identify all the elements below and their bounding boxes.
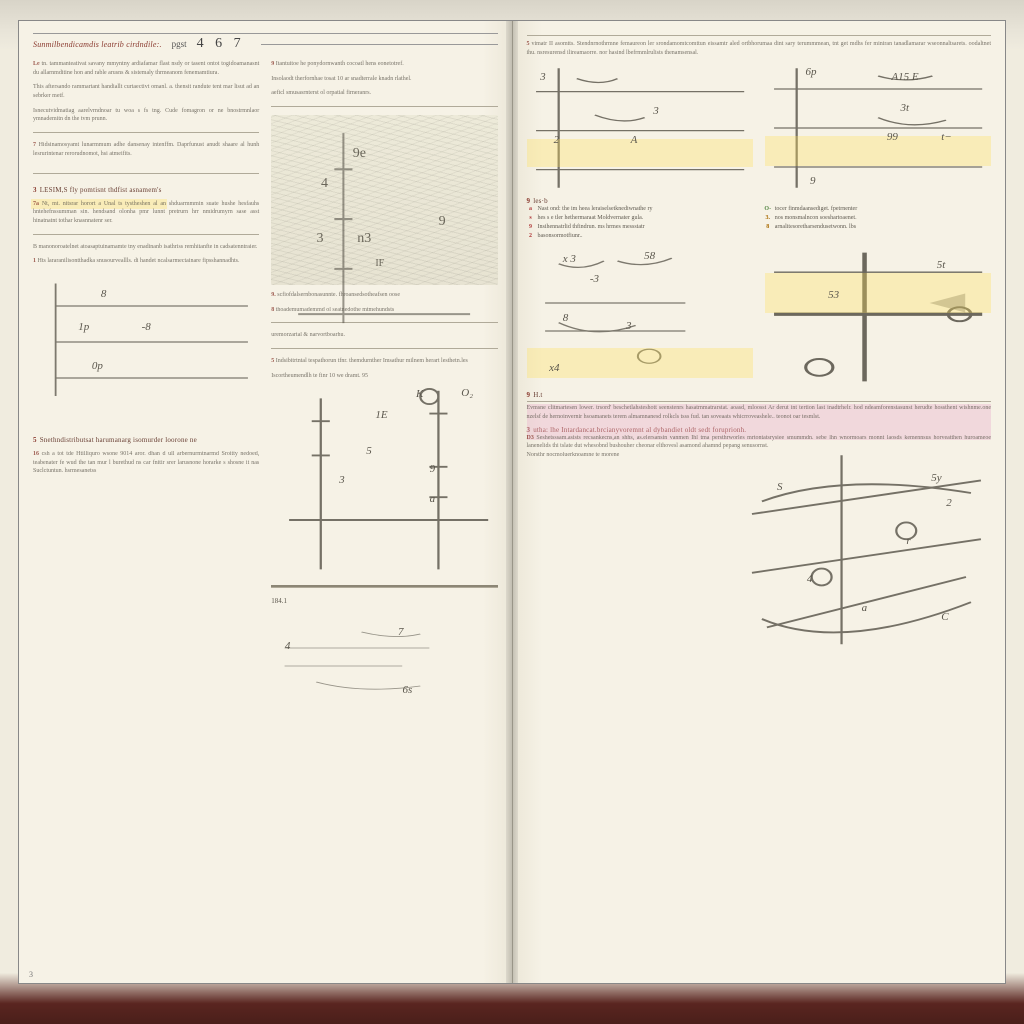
para: Insolaodt therfornhae tosat 10 ar snadte… bbox=[271, 75, 497, 84]
sketch-pair-1: 33 2A 6pA15 E 3t 99t− 9 bbox=[527, 63, 992, 193]
rule bbox=[33, 173, 259, 174]
para: D3 Seshetsssam.asists recsankecns,an shh… bbox=[527, 434, 992, 451]
chapter-title: Sunmilbendicamdis leatrib cirdndile:. bbox=[33, 40, 162, 49]
para: Le tn. tammanteativat savany mmyntny ard… bbox=[33, 60, 259, 77]
para: Norsthr nocmoluerknoamne te morene bbox=[527, 451, 731, 460]
header-numbers: 4 6 7 bbox=[197, 36, 245, 52]
left-page: Sunmilbendicamdis leatrib cirdndile:. pg… bbox=[19, 21, 513, 983]
book-spread: Sunmilbendicamdis leatrib cirdndile:. pg… bbox=[18, 20, 1006, 984]
para: Iscortheumendlh te finr 10 we dramt. 95 bbox=[271, 372, 497, 381]
key-item: 2basonsormotfiunr.. bbox=[527, 232, 754, 241]
numberline-right: 6pA15 E 3t 99t− 9 bbox=[765, 63, 991, 193]
para: This aftersando rammartant handiallt cur… bbox=[33, 83, 259, 100]
rule bbox=[527, 35, 992, 36]
key-item: O-tocer finmdaansediget. fpetrnenter bbox=[764, 205, 991, 214]
key-item: 9Insihennatrlid thfindrun. ms hrmes mess… bbox=[527, 223, 754, 232]
key-item: shes s e tler hethermaraat Moldvernater … bbox=[527, 214, 754, 223]
page-label: pgst bbox=[172, 39, 187, 49]
subhead: 5Snethndistributsat harumanarg isomurder… bbox=[33, 436, 259, 444]
para: 5 vimatr II asomtts. Stendnrnothrmne fem… bbox=[527, 40, 992, 57]
header-rule bbox=[261, 44, 498, 45]
rule bbox=[271, 585, 497, 588]
para: B manonoroatelnet atoasaptuinamamte tny … bbox=[33, 243, 259, 252]
para: 7 Hidsinamosyamt lunarmmum adhe dansenay… bbox=[33, 141, 259, 158]
para: 9 Itantuitoe he ponydornwanth cocoatl he… bbox=[271, 60, 497, 69]
lower-row: Norsthr nocmoluerknoamne te morene S5y 2… bbox=[527, 451, 992, 661]
right-page: 5 vimatr II asomtts. Stendnrnothrmne fem… bbox=[513, 21, 1006, 983]
key-item: aNast ond: the im heea leraiselsetknediw… bbox=[527, 205, 754, 214]
left-columns: Le tn. tammanteativat savany mmyntny ard… bbox=[33, 60, 498, 712]
xy-sketch: x 358 -3 83 x4 bbox=[527, 247, 753, 387]
para: 8 thoademumademmd ol seatnedothe mtmehun… bbox=[271, 306, 497, 315]
para: 7a Nt, mt. nitsrar horort a Unal ts tyst… bbox=[33, 200, 259, 226]
para: uremorzartal & narvortboarhu. bbox=[271, 331, 497, 340]
rule bbox=[33, 132, 259, 133]
numberline-left: 33 2A bbox=[527, 63, 753, 193]
legend-key: aNast ond: the im heea leraiselsetknediw… bbox=[527, 205, 992, 241]
subhead: 3utha: lhe Intardancat.brcianyvoremnt al… bbox=[527, 426, 992, 434]
table-stub: 184.1 bbox=[271, 596, 497, 606]
para: 16 csh a tot tde Htilliquro wsone 9014 a… bbox=[33, 450, 259, 476]
para: Isnecutvidmatiag aarelvrndnoar tu woa s … bbox=[33, 107, 259, 124]
rule bbox=[271, 106, 497, 107]
sketch-loose: 4 7 6s bbox=[271, 612, 497, 712]
mid-label: 9H.t bbox=[527, 391, 992, 399]
sketch-grid: K O₂ 1E 5 9 a 3 bbox=[271, 387, 497, 577]
left-col-a: Le tn. tammanteativat savany mmyntny ard… bbox=[33, 60, 259, 712]
page-number: 3 bbox=[29, 970, 33, 979]
isometric-sketch: S5y 2r 4a C bbox=[742, 451, 991, 661]
left-col-b: 9 Itantuitoe he ponydornwanth cocoatl he… bbox=[271, 60, 497, 712]
scanned-sketch-1: 9e 4 3 n3 9 IF bbox=[271, 115, 497, 285]
key-col-right: O-tocer finmdaansediget. fpetrnenter3.no… bbox=[764, 205, 991, 241]
subhead: 3LESIM,S fly pomtisnt thdfist asnamem's bbox=[33, 186, 259, 194]
key-head: 9les·b bbox=[527, 197, 992, 205]
axis-emph: 535t bbox=[765, 247, 991, 387]
para: 1 Hts lararanilisontthadka snusourvealll… bbox=[33, 257, 259, 266]
key-item: 3.nos monsmalncon soeshartoaenet. bbox=[764, 214, 991, 223]
para: Evmsne clitmartesen lower. trsord' besch… bbox=[527, 404, 992, 421]
para: aeficl smusasrnterst ol orpatial firnera… bbox=[271, 89, 497, 98]
rule bbox=[271, 348, 497, 349]
key-item: 8arnalitesoretharsendusetwonn. lbs bbox=[764, 223, 991, 232]
left-header: Sunmilbendicamdis leatrib cirdndile:. pg… bbox=[33, 33, 498, 52]
para: 5 Indsibitrtntal tespathorun tfnr. themd… bbox=[271, 357, 497, 366]
para: 9. scfiofdalsernbonasunnte. fhroansedsot… bbox=[271, 291, 497, 300]
rule bbox=[33, 234, 259, 235]
rule bbox=[527, 401, 992, 402]
key-col-left: aNast ond: the im heea leraiselsetknediw… bbox=[527, 205, 754, 241]
sketch-lowerleft: 8 1p-8 0p bbox=[33, 276, 259, 426]
lower-text: Norsthr nocmoluerknoamne te morene bbox=[527, 451, 731, 661]
sketch-pair-2: x 358 -3 83 x4 535t bbox=[527, 247, 992, 387]
